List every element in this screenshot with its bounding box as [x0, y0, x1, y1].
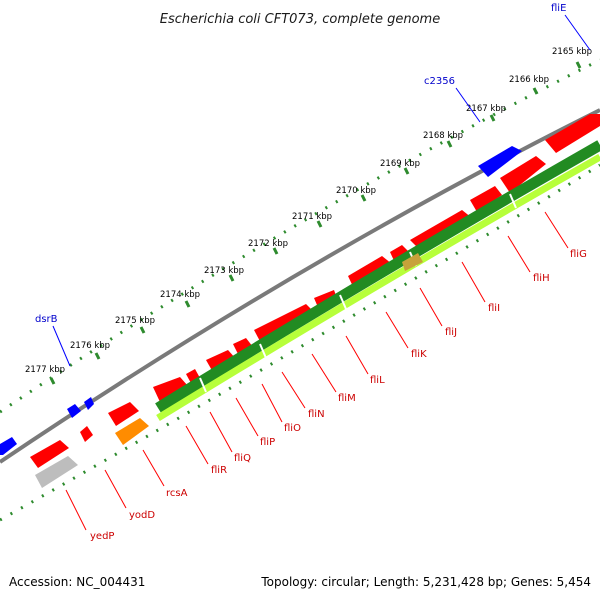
leader-line-fliL	[345, 335, 369, 375]
gene-fliI[interactable]	[470, 186, 502, 212]
leader-line-rcsA	[142, 449, 165, 487]
gene-fliR[interactable]	[153, 377, 188, 402]
operon-brown-segment	[402, 253, 423, 271]
gene-label-fliN[interactable]: fliN	[308, 409, 325, 420]
operon-separator	[199, 377, 207, 393]
scale-tick	[94, 352, 101, 360]
gene-dsrB[interactable]	[0, 437, 17, 455]
scale-tick	[49, 377, 56, 385]
gene-label-c2356[interactable]: c2356	[424, 76, 455, 87]
scale-label: 2173 kbp	[204, 266, 244, 276]
gene-label-fliR[interactable]: fliR	[211, 465, 227, 476]
leader-line-fliQ	[209, 411, 233, 453]
gene-label-fliI[interactable]: fliI	[488, 303, 500, 314]
gene-label-fliH[interactable]: fliH	[533, 273, 550, 284]
leader-line-yodD	[104, 469, 127, 509]
map-title: Escherichia coli CFT073, complete genome	[160, 12, 440, 27]
scale-tick	[532, 87, 539, 95]
scale-label: 2175 kbp	[115, 316, 155, 326]
scale-tick	[139, 326, 146, 334]
leader-line-fliR	[185, 425, 209, 465]
scale-label: 2177 kbp	[25, 365, 65, 375]
blue-genes	[0, 146, 522, 455]
operon-separator	[259, 343, 267, 359]
leader-line-fliI	[461, 261, 486, 303]
scale-tick	[489, 114, 496, 122]
scale-label: 2170 kbp	[336, 186, 376, 196]
gene-label-yodD[interactable]: yodD	[129, 510, 155, 521]
scale-tick	[360, 194, 367, 202]
operon-separator	[509, 193, 517, 209]
leader-line-fliK	[385, 311, 409, 349]
gene-small-1[interactable]	[67, 404, 81, 418]
leader-line-fliN	[281, 371, 306, 409]
operon-band-green	[155, 140, 600, 413]
gene-fliG[interactable]	[545, 114, 600, 153]
scale-label: 2168 kbp	[423, 131, 463, 141]
gene-label-rcsA[interactable]: rcsA	[166, 488, 188, 499]
leader-line-fliG	[544, 211, 569, 249]
scale-labels: 2165 kbp 2166 kbp 2167 kbp 2168 kbp 2169…	[25, 47, 592, 375]
gene-rcsA[interactable]	[108, 402, 139, 426]
scale-label: 2167 kbp	[466, 104, 506, 114]
gene-fliH[interactable]	[500, 156, 546, 193]
gene-label-yedP[interactable]: yedP	[90, 531, 114, 542]
scale-tick	[316, 220, 323, 228]
leader-line-fliE	[564, 14, 591, 51]
genome-summary-text: Topology: circular; Length: 5,231,428 bp…	[260, 575, 591, 589]
scale-tick	[575, 61, 582, 69]
scale-label: 2165 kbp	[552, 47, 592, 57]
gene-label-fliJ[interactable]: fliJ	[445, 327, 457, 338]
leader-line-fliH	[507, 235, 531, 273]
gene-c2356[interactable]	[478, 146, 522, 177]
leader-line-fliJ	[419, 287, 443, 327]
gene-small-2[interactable]	[84, 397, 94, 410]
gene-label-fliM[interactable]: fliM	[338, 393, 356, 404]
scale-tick	[446, 140, 453, 148]
leader-line-c2356	[455, 87, 481, 123]
scale-label: 2166 kbp	[509, 75, 549, 85]
scale-label: 2172 kbp	[248, 239, 288, 249]
gene-label-fliK[interactable]: fliK	[411, 349, 427, 360]
gene-yodD[interactable]	[80, 426, 93, 442]
leader-line-fliP	[235, 397, 259, 437]
gene-label-fliO[interactable]: fliO	[284, 423, 301, 434]
gene-label-fliL[interactable]: fliL	[370, 375, 385, 386]
gene-label-fliP[interactable]: fliP	[260, 437, 275, 448]
operon-band-lime	[156, 153, 600, 421]
scale-label: 2176 kbp	[70, 341, 110, 351]
accession-text: Accession: NC_004431	[9, 575, 145, 589]
gene-orange[interactable]	[115, 418, 149, 445]
blue-leader-lines	[52, 14, 591, 367]
gene-label-fliQ[interactable]: fliQ	[234, 453, 251, 464]
operon-separator	[339, 294, 347, 310]
leader-line-fliO	[261, 383, 283, 423]
gene-fliJ[interactable]	[410, 210, 472, 250]
scale-tick	[184, 300, 191, 308]
leader-line-fliM	[311, 353, 337, 393]
outer-scale-track	[0, 58, 600, 414]
gene-label-fliG[interactable]: fliG	[570, 249, 587, 260]
gene-grey[interactable]	[35, 456, 78, 488]
scale-label: 2174 kbp	[160, 290, 200, 300]
gene-label-dsrB[interactable]: dsrB	[35, 314, 58, 325]
scale-tick	[272, 247, 279, 255]
major-ticks	[49, 61, 582, 385]
leader-line-yedP	[65, 489, 87, 531]
scale-tick	[403, 167, 410, 175]
gene-yedP[interactable]	[30, 440, 69, 468]
gene-label-fliE[interactable]: fliE	[551, 3, 566, 14]
scale-tick	[228, 274, 235, 282]
scale-label: 2171 kbp	[292, 212, 332, 222]
leader-line-dsrB	[52, 325, 71, 367]
red-leader-lines	[65, 211, 569, 531]
scale-label: 2169 kbp	[380, 159, 420, 169]
